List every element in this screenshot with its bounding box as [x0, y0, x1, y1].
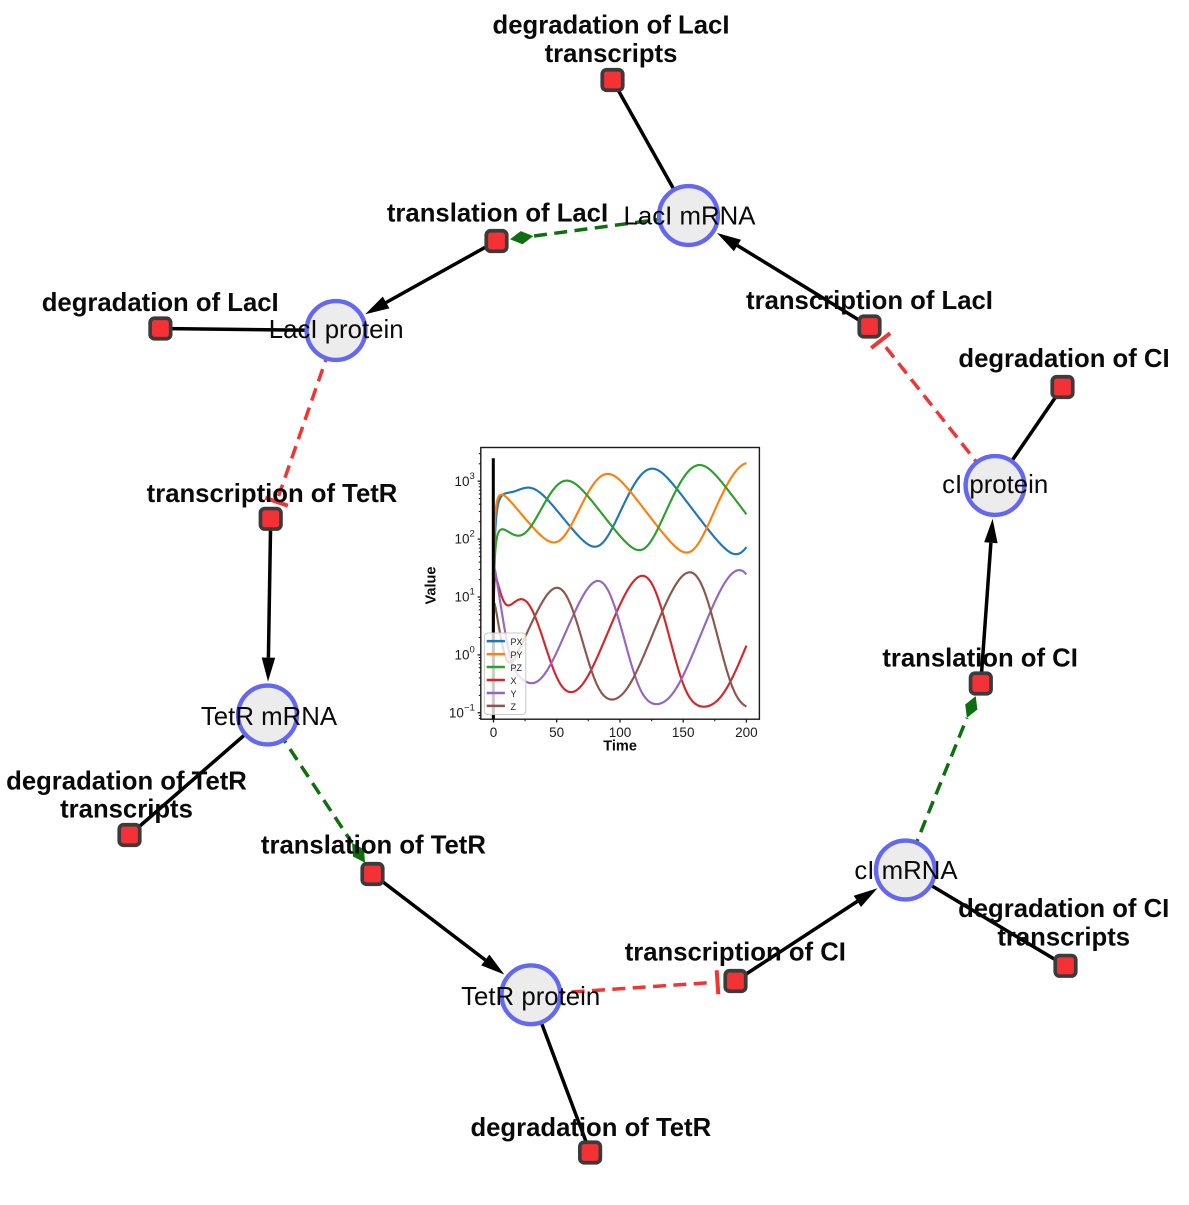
- svg-text:Time: Time: [603, 739, 637, 755]
- svg-text:PX: PX: [511, 637, 523, 647]
- svg-text:transcripts: transcripts: [60, 795, 193, 823]
- svg-text:degradation of CI: degradation of CI: [958, 895, 1169, 923]
- svg-text:100: 100: [609, 725, 632, 740]
- svg-text:50: 50: [549, 725, 564, 740]
- svg-text:degradation of LacI: degradation of LacI: [42, 289, 279, 317]
- svg-text:Z: Z: [511, 702, 517, 712]
- svg-text:degradation of TetR: degradation of TetR: [6, 767, 247, 795]
- svg-text:degradation of LacI: degradation of LacI: [493, 12, 730, 40]
- svg-text:X: X: [511, 676, 517, 686]
- svg-text:degradation of TetR: degradation of TetR: [470, 1114, 711, 1142]
- svg-text:transcription of TetR: transcription of TetR: [147, 480, 398, 508]
- svg-text:LacI protein: LacI protein: [269, 316, 404, 344]
- svg-text:translation of CI: translation of CI: [882, 645, 1078, 673]
- svg-text:cI mRNA: cI mRNA: [854, 857, 958, 885]
- svg-text:TetR protein: TetR protein: [461, 983, 600, 1011]
- svg-text:PY: PY: [511, 650, 523, 660]
- svg-text:transcription of LacI: transcription of LacI: [746, 287, 993, 315]
- svg-text:cI protein: cI protein: [942, 471, 1048, 499]
- svg-text:degradation of CI: degradation of CI: [958, 345, 1169, 373]
- svg-text:150: 150: [672, 725, 695, 740]
- svg-text:transcripts: transcripts: [997, 923, 1130, 951]
- svg-text:TetR mRNA: TetR mRNA: [201, 703, 338, 731]
- svg-text:0: 0: [490, 725, 498, 740]
- svg-text:Y: Y: [511, 689, 517, 699]
- svg-text:Value: Value: [423, 567, 439, 605]
- svg-text:transcripts: transcripts: [545, 40, 678, 68]
- svg-text:200: 200: [735, 725, 758, 740]
- svg-text:transcription of CI: transcription of CI: [625, 938, 846, 966]
- svg-text:PZ: PZ: [511, 663, 523, 673]
- svg-text:translation of LacI: translation of LacI: [387, 200, 608, 228]
- svg-text:translation of TetR: translation of TetR: [261, 832, 486, 860]
- svg-text:LacI mRNA: LacI mRNA: [624, 203, 757, 231]
